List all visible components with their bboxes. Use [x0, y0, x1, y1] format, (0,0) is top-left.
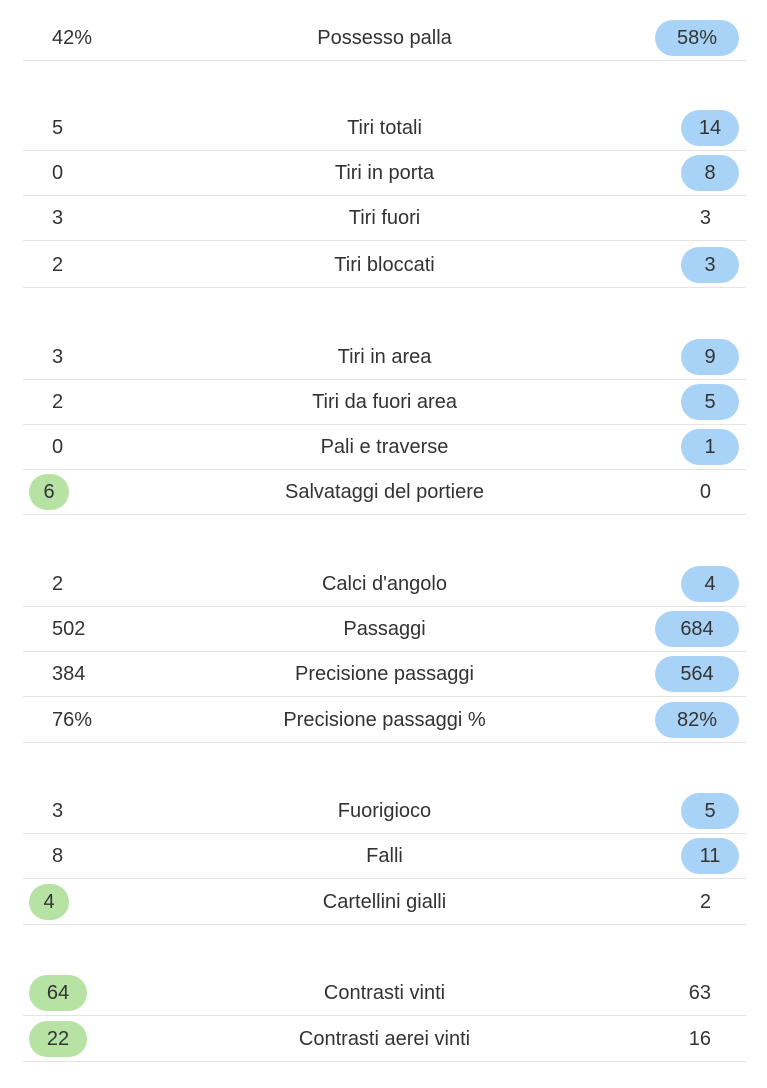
away-value: 1	[681, 429, 739, 465]
stat-label: Tiri in porta	[334, 162, 435, 184]
stat-row-precisione-passaggi: Precisione passaggi % 76% 82%	[23, 698, 746, 743]
away-value: 82%	[655, 702, 739, 738]
away-value: 684	[655, 611, 739, 647]
stat-row-tiri-fuori: Tiri fuori 3 3	[23, 196, 746, 241]
home-value: 502	[52, 618, 86, 640]
stat-row-salvataggi-del-portiere: Salvataggi del portiere 6 0	[23, 470, 746, 515]
stat-label: Fuorigioco	[337, 800, 432, 822]
away-value: 564	[655, 656, 739, 692]
away-value: 14	[681, 110, 739, 146]
stat-row-fuorigioco: Fuorigioco 3 5	[23, 789, 746, 834]
stat-label: Tiri totali	[347, 117, 422, 139]
stat-row-passaggi: Passaggi 502 684	[23, 607, 746, 652]
stat-label: Precisione passaggi	[295, 663, 474, 685]
stat-row-possesso-palla: Possesso palla 42% 58%	[23, 16, 746, 61]
home-value: 3	[52, 800, 64, 822]
away-value: 5	[681, 793, 739, 829]
away-value: 16	[688, 1028, 711, 1050]
home-value: 2	[52, 254, 64, 276]
home-value: 42%	[52, 27, 93, 49]
stat-label: Possesso palla	[317, 27, 452, 49]
home-value: 0	[52, 162, 64, 184]
stat-row-contrasti-vinti: Contrasti vinti 64 63	[23, 971, 746, 1016]
home-value: 5	[52, 117, 64, 139]
away-value: 63	[688, 982, 711, 1004]
stat-row-tiri-in-area: Tiri in area 3 9	[23, 335, 746, 380]
stat-row-tiri-da-fuori-area: Tiri da fuori area 2 5	[23, 380, 746, 425]
stat-label: Tiri da fuori area	[312, 391, 457, 413]
stat-row-falli: Falli 8 11	[23, 834, 746, 879]
away-value: 11	[681, 838, 739, 874]
stat-row-calci-d-angolo: Calci d'angolo 2 4	[23, 562, 746, 607]
stat-row-precisione-passaggi: Precisione passaggi 384 564	[23, 652, 746, 697]
home-value: 3	[52, 346, 64, 368]
stat-label: Falli	[366, 845, 403, 867]
home-value: 6	[29, 474, 69, 510]
home-value: 4	[29, 884, 69, 920]
stat-label: Contrasti aerei vinti	[298, 1028, 471, 1050]
home-value: 0	[52, 436, 64, 458]
stat-label: Pali e traverse	[320, 436, 449, 458]
stat-label: Calci d'angolo	[321, 573, 447, 595]
stat-label: Precisione passaggi %	[283, 709, 486, 731]
away-value: 4	[681, 566, 739, 602]
away-value: 2	[699, 891, 711, 913]
home-value: 2	[52, 573, 64, 595]
home-value: 384	[52, 663, 86, 685]
stat-row-tiri-in-porta: Tiri in porta 0 8	[23, 151, 746, 196]
home-value: 8	[52, 845, 64, 867]
home-value: 64	[29, 975, 87, 1011]
home-value: 3	[52, 207, 64, 229]
stat-label: Cartellini gialli	[322, 891, 447, 913]
away-value: 9	[681, 339, 739, 375]
stat-row-tiri-bloccati: Tiri bloccati 2 3	[23, 243, 746, 288]
stat-label: Tiri in area	[337, 346, 432, 368]
stat-label: Passaggi	[343, 618, 426, 640]
stat-label: Tiri bloccati	[334, 254, 435, 276]
stat-row-tiri-totali: Tiri totali 5 14	[23, 106, 746, 151]
away-value: 58%	[655, 20, 739, 56]
away-value: 5	[681, 384, 739, 420]
away-value: 8	[681, 155, 739, 191]
home-value: 22	[29, 1021, 87, 1057]
stat-label: Contrasti vinti	[323, 982, 446, 1004]
home-value: 76%	[52, 709, 93, 731]
stat-label: Salvataggi del portiere	[284, 481, 484, 503]
stat-row-cartellini-gialli: Cartellini gialli 4 2	[23, 880, 746, 925]
away-value: 3	[699, 207, 711, 229]
home-value: 2	[52, 391, 64, 413]
stat-row-contrasti-aerei-vinti: Contrasti aerei vinti 22 16	[23, 1017, 746, 1062]
away-value: 3	[681, 247, 739, 283]
away-value: 0	[699, 481, 711, 503]
stat-label: Tiri fuori	[348, 207, 421, 229]
stat-row-pali-e-traverse: Pali e traverse 0 1	[23, 425, 746, 470]
